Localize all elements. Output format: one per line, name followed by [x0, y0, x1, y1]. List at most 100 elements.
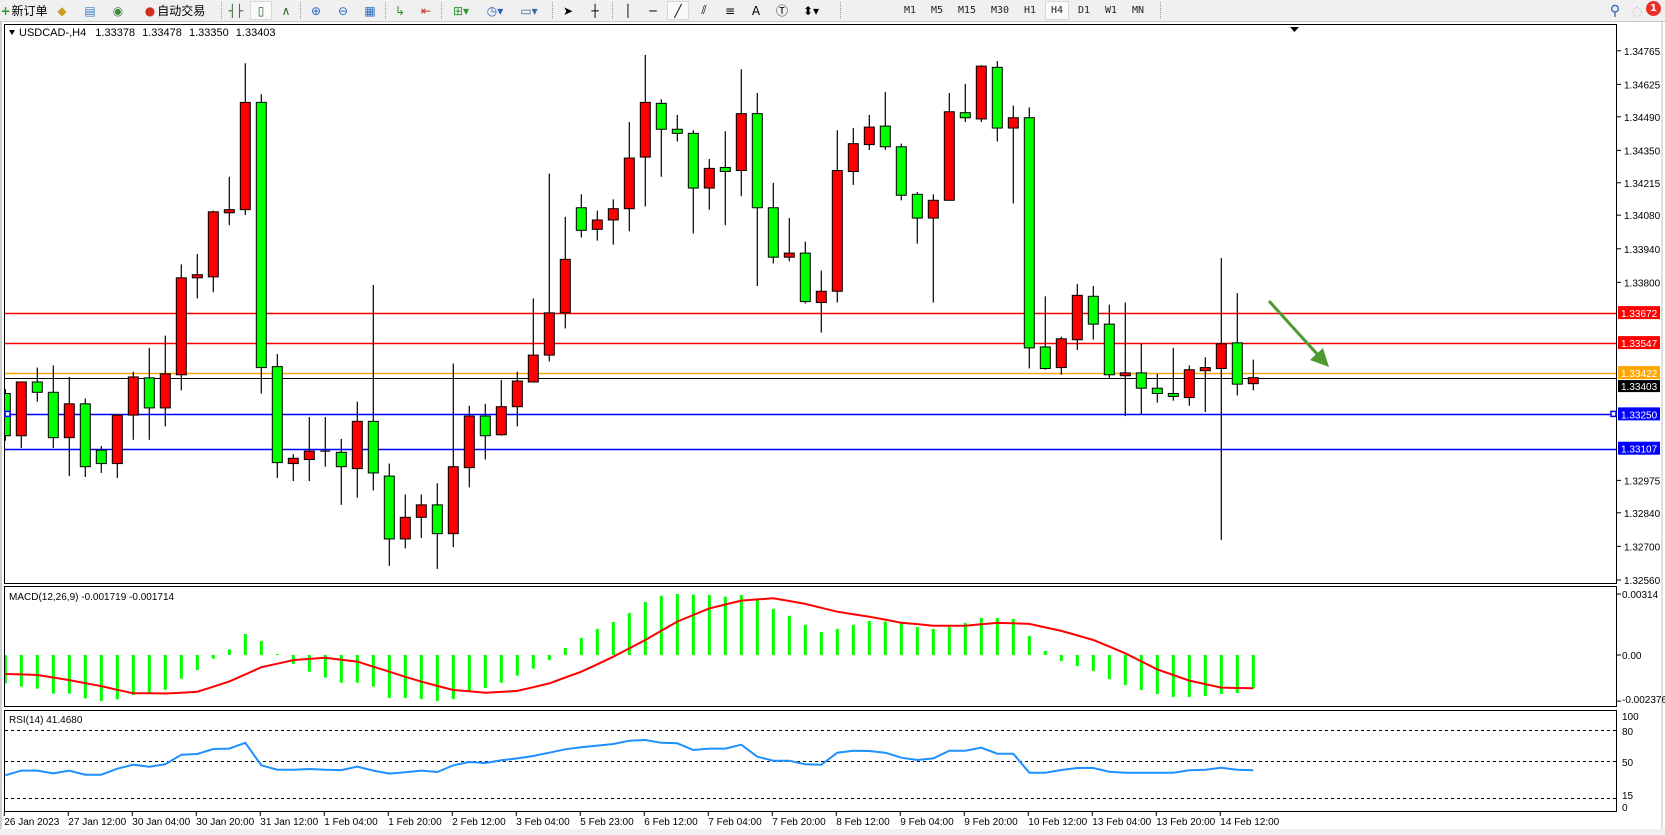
svg-text:USDCAD-,H4 1.33378: USDCAD-,H4 1.33378 1.33478 1.33350 1.334… — [19, 27, 276, 39]
tile-windows-icon[interactable]: ▦ — [364, 3, 376, 18]
candle-body — [1215, 343, 1227, 370]
horizontal-line-icon[interactable]: ─ — [649, 3, 657, 18]
fibonacci-icon[interactable]: ≡ — [724, 3, 736, 18]
candle — [1231, 293, 1243, 396]
macd-bar — [435, 655, 439, 702]
macd-tick-label: 0.00 — [1622, 651, 1642, 662]
candle — [367, 285, 379, 491]
toolbar-separator — [840, 2, 841, 19]
support-price-label: 1.33250 — [1621, 410, 1658, 421]
chat-icon[interactable]: ◌ — [1631, 3, 1643, 18]
toolbar-separator — [552, 2, 553, 19]
auto-scroll-icon[interactable]: ↳ — [394, 3, 406, 18]
open-value: 1.33378 — [95, 27, 135, 39]
macd-bar — [35, 655, 39, 689]
line-handle[interactable] — [1610, 410, 1617, 418]
candle — [575, 194, 587, 238]
macd-bar — [755, 599, 759, 655]
trend-arrow[interactable] — [1267, 299, 1329, 367]
autotrading-icon: ● — [144, 3, 156, 18]
candle — [479, 403, 491, 460]
time-tick-label: 13 Feb 04:00 — [1092, 817, 1151, 828]
candle-body — [1247, 377, 1259, 385]
timeframe-mn-button[interactable]: MN — [1131, 5, 1145, 16]
gold-bars-icon[interactable]: ◆ — [57, 3, 67, 18]
candle-body — [1023, 117, 1035, 349]
candle — [927, 194, 939, 303]
rsi-line — [5, 738, 1254, 777]
timeframe-w1-button[interactable]: W1 — [1104, 5, 1118, 16]
macd-bar — [1219, 655, 1223, 695]
macd-bar — [643, 601, 647, 655]
cursor-icon[interactable]: ➤ — [562, 3, 574, 18]
macd-bar — [1155, 655, 1159, 695]
timeframe-m15-button[interactable]: M15 — [957, 5, 977, 16]
dropdown-triangle-icon[interactable] — [9, 30, 15, 35]
support-price-label: 1.33107 — [1621, 445, 1658, 456]
bar-chart-icon[interactable]: ┤├ — [228, 3, 244, 18]
new-order-button[interactable]: + 新订单 — [0, 1, 47, 20]
chart-shift-marker-icon[interactable] — [1290, 27, 1299, 32]
autotrading-button[interactable]: ● 自动交易 — [135, 1, 215, 20]
candlestick-icon[interactable]: ▯ — [250, 1, 272, 20]
market-watch-icon[interactable]: ▤ — [84, 3, 96, 18]
candle-body — [543, 312, 555, 356]
candle — [639, 54, 651, 207]
notification-badge[interactable]: 1 — [1646, 1, 1661, 16]
zoom-in-icon[interactable]: ⊕ — [310, 3, 322, 18]
timeframe-m1-button[interactable]: M1 — [903, 5, 917, 16]
candle — [703, 159, 715, 210]
chart-window[interactable]: 1.34765 1.34625 1.34490 1.34350 1.34215 1.340… — [0, 22, 1665, 835]
vertical-line-icon[interactable]: │ — [624, 3, 632, 18]
macd-bar — [51, 655, 55, 694]
candle — [1167, 347, 1179, 401]
candle — [223, 176, 235, 226]
search-icon[interactable]: ⚲ — [1609, 2, 1621, 19]
time-tick-label: 2 Feb 12:00 — [452, 817, 506, 828]
indicators-icon[interactable]: ⊞▾ — [452, 3, 470, 18]
periods-clock-icon[interactable]: ◷▾ — [486, 3, 504, 18]
macd-bar — [883, 621, 887, 655]
text-icon[interactable]: A — [746, 1, 766, 20]
time-tick-label: 9 Feb 04:00 — [900, 817, 954, 828]
macd-pane — [5, 593, 1255, 702]
chart-shift-icon[interactable]: ⇤ — [420, 3, 432, 18]
candle-body — [719, 166, 731, 172]
candle — [975, 65, 987, 123]
timeframe-h1-button[interactable]: H1 — [1023, 5, 1037, 16]
macd-bar — [515, 655, 519, 676]
macd-bar — [355, 655, 359, 683]
time-tick-label: 31 Jan 12:00 — [260, 817, 318, 828]
candle-body — [15, 381, 27, 437]
price-tick-label: 1.32700 — [1624, 542, 1661, 553]
candle-body — [927, 199, 939, 219]
signals-icon[interactable]: ◉ — [112, 3, 124, 18]
price-tick-label: 1.33800 — [1624, 278, 1661, 289]
timeframe-m30-button[interactable]: M30 — [990, 5, 1010, 16]
candle — [15, 381, 27, 448]
templates-icon[interactable]: ▭▾ — [520, 3, 538, 18]
time-tick-label: 1 Feb 20:00 — [388, 817, 442, 828]
macd-bar — [1059, 655, 1063, 662]
main-pane-frame — [4, 24, 1617, 584]
time-tick-label: 13 Feb 20:00 — [1156, 817, 1215, 828]
trendline-icon[interactable]: ╱ — [667, 1, 689, 20]
line-handle[interactable] — [4, 410, 11, 418]
candle-body — [463, 415, 475, 469]
line-chart-icon[interactable]: ∧ — [281, 3, 291, 18]
crosshair-icon[interactable]: ┼ — [591, 3, 599, 18]
candle-body — [1199, 367, 1211, 372]
timeframe-h4-button[interactable]: H4 — [1045, 1, 1069, 20]
text-label-icon[interactable]: Ⓣ — [775, 4, 788, 18]
zoom-out-icon[interactable]: ⊖ — [337, 3, 349, 18]
timeframe-m5-button[interactable]: M5 — [930, 5, 944, 16]
timeframe-d1-button[interactable]: D1 — [1077, 5, 1091, 16]
macd-bar — [675, 593, 679, 655]
equidistant-channel-icon[interactable]: ⫽ — [701, 3, 707, 17]
candle — [815, 270, 827, 333]
rsi-tick-label: 100 — [1622, 712, 1639, 723]
macd-bar — [419, 655, 423, 700]
candle — [911, 192, 923, 244]
arrows-icon[interactable]: ⬍▾ — [802, 3, 820, 18]
candle — [607, 199, 619, 245]
